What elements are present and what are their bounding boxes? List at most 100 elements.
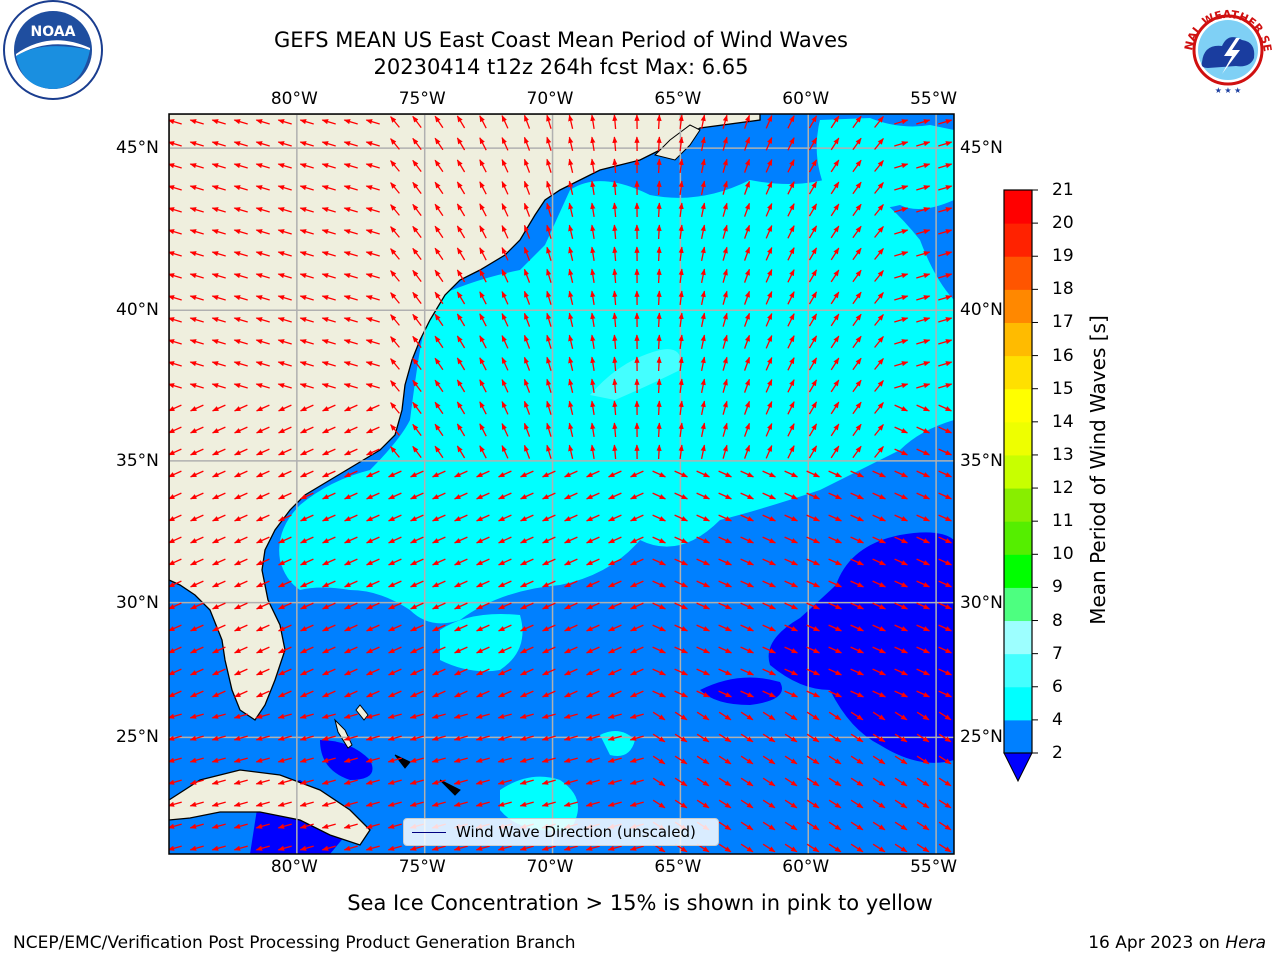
wind-wave-arrow (475, 757, 490, 763)
colorbar-segment (1004, 653, 1032, 688)
wind-wave-arrow (322, 624, 336, 632)
wind-wave-arrow (321, 383, 336, 389)
wind-wave-arrow (678, 180, 684, 195)
wind-wave-arrow (409, 713, 424, 719)
wind-wave-arrow (169, 273, 182, 279)
wind-wave-arrow (787, 269, 795, 283)
wind-wave-arrow (343, 185, 358, 191)
wind-wave-arrow (874, 423, 884, 436)
colorbar-segment (1004, 322, 1032, 357)
wind-wave-arrow (321, 713, 336, 719)
wind-wave-arrow (607, 757, 622, 763)
wind-wave-arrow (256, 646, 270, 654)
wind-wave-arrow (365, 207, 380, 213)
wind-wave-arrow (656, 356, 662, 372)
wind-wave-arrow (501, 445, 509, 459)
wind-wave-arrow (874, 115, 884, 128)
wind-wave-arrow (894, 624, 908, 632)
wind-wave-arrow (678, 378, 684, 393)
wind-wave-arrow (277, 251, 292, 257)
wind-wave-arrow (828, 646, 842, 654)
wind-wave-arrow (830, 137, 840, 151)
wind-wave-arrow (784, 514, 798, 522)
wind-wave-arrow (256, 668, 270, 676)
wind-wave-arrow (700, 136, 706, 152)
wind-wave-arrow (916, 624, 930, 632)
wind-wave-arrow (612, 422, 618, 438)
wind-wave-arrow (765, 115, 773, 129)
wind-wave-arrow (434, 203, 444, 217)
wind-wave-arrow (520, 580, 534, 588)
wind-wave-arrow (830, 115, 840, 129)
wind-wave-arrow (612, 224, 618, 240)
wind-wave-arrow (366, 602, 380, 610)
wind-wave-arrow (629, 757, 644, 763)
wind-wave-arrow (546, 246, 552, 261)
wind-wave-arrow (722, 312, 728, 327)
wind-wave-arrow (277, 119, 292, 125)
wind-wave-arrow (612, 312, 618, 328)
wind-wave-arrow (894, 470, 908, 478)
wind-wave-arrow (828, 602, 842, 610)
wind-wave-arrow (523, 378, 531, 393)
wind-wave-arrow (255, 757, 270, 763)
wind-wave-arrow (590, 224, 596, 240)
wind-wave-arrow (938, 492, 952, 500)
wind-wave-arrow (278, 514, 292, 522)
wind-wave-arrow (938, 733, 952, 743)
wind-wave-arrow (852, 379, 862, 393)
legend-label: Wind Wave Direction (unscaled) (456, 823, 696, 841)
wind-wave-arrow (612, 334, 618, 350)
wind-wave-arrow (586, 624, 600, 632)
wind-wave-arrow (630, 624, 644, 632)
wind-wave-arrow (894, 602, 908, 610)
wind-wave-arrow (454, 602, 468, 610)
wind-wave-arrow (343, 735, 358, 741)
wind-wave-arrow (938, 317, 953, 323)
wind-wave-arrow (696, 668, 710, 676)
wind-wave-arrow (212, 536, 226, 544)
wind-wave-arrow (652, 646, 666, 654)
wind-wave-arrow (872, 755, 886, 765)
wind-wave-arrow (916, 141, 931, 147)
wind-wave-arrow (762, 711, 776, 721)
wind-wave-arrow (762, 492, 776, 500)
wind-wave-arrow (431, 735, 446, 741)
colorbar-tick-label: 7 (1052, 643, 1063, 664)
wind-wave-arrow (190, 646, 204, 654)
wind-wave-arrow (212, 448, 226, 456)
wind-wave-arrow (498, 624, 512, 632)
wind-wave-arrow (410, 580, 424, 588)
colorbar-tick-label: 8 (1052, 610, 1063, 631)
wind-wave-arrow (299, 383, 314, 389)
wind-wave-arrow (456, 269, 466, 283)
wind-wave-arrow (255, 273, 270, 279)
wind-wave-arrow (343, 119, 358, 125)
colorbar-tick-label: 16 (1052, 345, 1074, 366)
wind-wave-arrow (321, 339, 336, 345)
wind-wave-arrow (277, 757, 292, 763)
wind-wave-arrow (718, 624, 732, 632)
wind-wave-arrow (299, 163, 314, 169)
wind-wave-arrow (718, 755, 732, 765)
wind-wave-arrow (568, 444, 574, 459)
wind-wave-arrow (169, 317, 182, 323)
wind-wave-arrow (718, 646, 732, 654)
wind-wave-arrow (568, 312, 574, 327)
wind-wave-arrow (718, 690, 732, 698)
wind-wave-arrow (718, 558, 732, 566)
wind-wave-arrow (765, 313, 773, 327)
lat-label-left: 40°N (116, 300, 159, 321)
wind-wave-arrow (388, 602, 402, 610)
wind-wave-arrow (568, 422, 574, 437)
wind-wave-arrow (189, 295, 204, 301)
wind-wave-arrow (700, 400, 706, 416)
wind-wave-arrow (916, 317, 931, 323)
wind-wave-arrow (343, 339, 358, 345)
wind-wave-arrow (343, 273, 358, 279)
wind-wave-arrow (564, 690, 578, 698)
wind-wave-arrow (211, 735, 226, 741)
wind-wave-arrow (585, 713, 600, 719)
wind-wave-arrow (189, 273, 204, 279)
wind-wave-arrow (432, 514, 446, 522)
